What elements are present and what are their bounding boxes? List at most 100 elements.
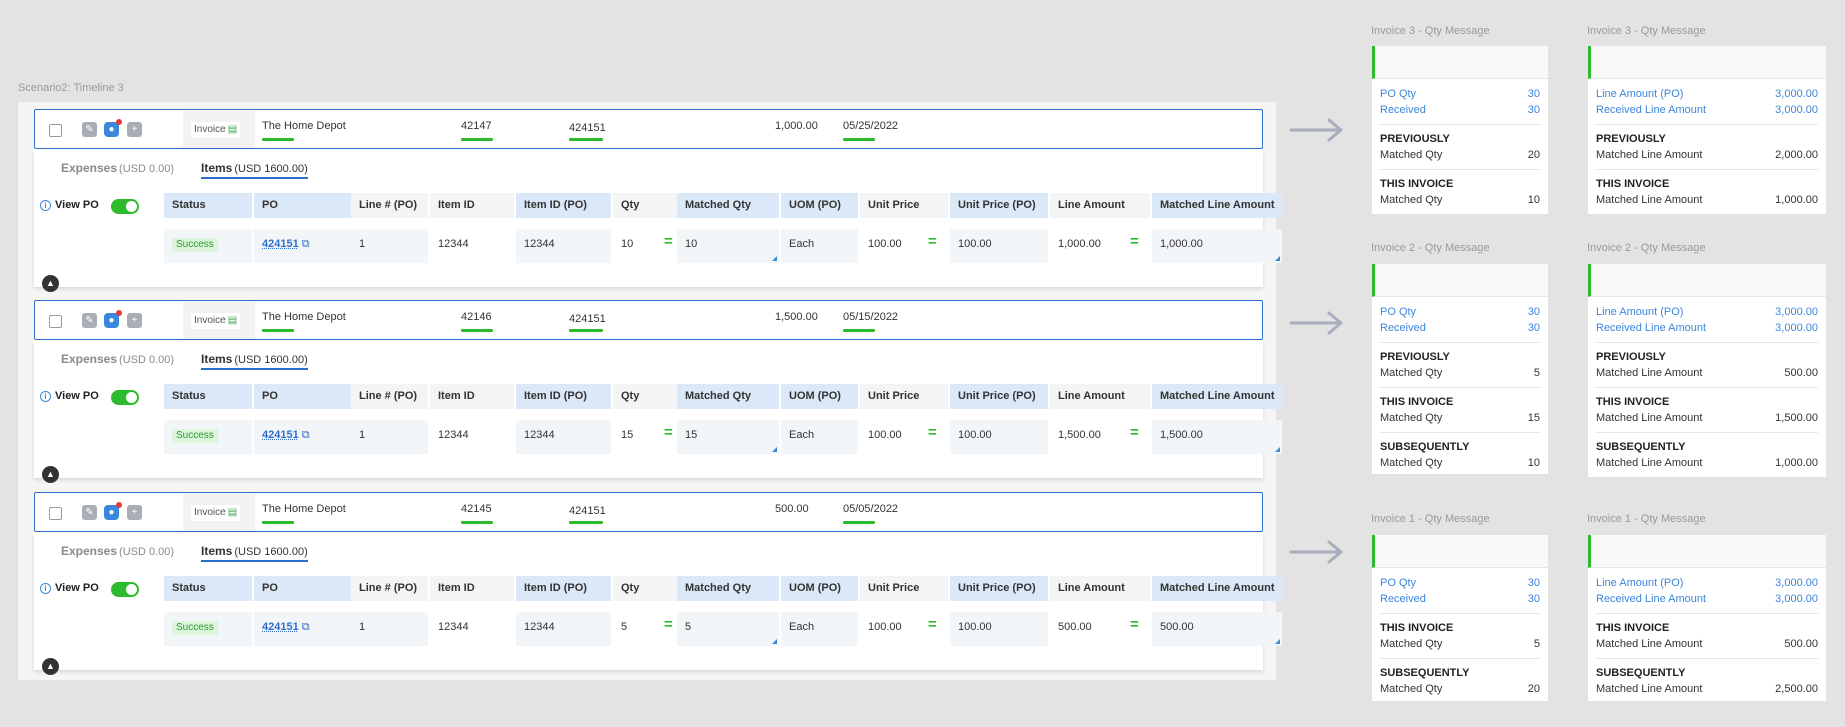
- toggle-knob: [126, 392, 137, 403]
- po-link[interactable]: 424151: [262, 621, 299, 633]
- invoice-po: 424151: [569, 313, 606, 325]
- message-icon[interactable]: ●: [104, 119, 122, 137]
- collapse-button[interactable]: ▲: [42, 658, 59, 675]
- column-header: Item ID: [430, 576, 514, 601]
- view-po-toggle[interactable]: [111, 390, 139, 405]
- tab-items[interactable]: Items (USD 1600.00): [201, 544, 308, 562]
- item-id-cell: 12344: [438, 621, 469, 633]
- row-checkbox[interactable]: [49, 315, 62, 328]
- add-icon[interactable]: +: [127, 122, 142, 137]
- message-line-label: Line Amount (PO): [1596, 306, 1684, 318]
- external-link-icon[interactable]: ⧉: [298, 429, 310, 441]
- row-checkbox[interactable]: [49, 507, 62, 520]
- po-underline: [569, 329, 603, 332]
- po-underline: [569, 521, 603, 524]
- invoice-row[interactable]: ✎ ● + Invoice ▤ The Home Depot 42145 424151 500.…: [34, 492, 1263, 532]
- message-line: Matched Line Amount 1,500.00: [1596, 410, 1818, 426]
- matched-qty-cell[interactable]: 15: [677, 420, 779, 454]
- view-po-label: View PO: [55, 390, 99, 402]
- notification-dot: [116, 119, 122, 125]
- message-line-label: Matched Line Amount: [1596, 367, 1703, 379]
- add-icon[interactable]: +: [127, 313, 142, 328]
- message-title: Invoice 1 - Qty Message: [1587, 513, 1706, 525]
- message-line-value: 500.00: [1784, 638, 1818, 650]
- message-title: Invoice 1 - Qty Message: [1371, 513, 1490, 525]
- po-link[interactable]: 424151: [262, 238, 299, 250]
- edit-icon[interactable]: ✎: [82, 505, 97, 520]
- tab-expenses-label: Expenses: [61, 161, 118, 175]
- tab-expenses-amount: (USD 0.00): [119, 546, 175, 558]
- tab-items[interactable]: Items (USD 1600.00): [201, 352, 308, 370]
- collapse-button[interactable]: ▲: [42, 466, 59, 483]
- matched-line-amount-cell[interactable]: 500.00: [1152, 612, 1282, 646]
- message-body: Line Amount (PO) 3,000.00 Received Line Am…: [1596, 575, 1818, 697]
- edit-icon[interactable]: ✎: [82, 313, 97, 328]
- tab-items-amount: (USD 1600.00): [234, 354, 308, 366]
- qty-cell: 15: [621, 429, 634, 441]
- external-link-icon[interactable]: ⧉: [298, 621, 310, 633]
- message-line-label: Matched Qty: [1380, 367, 1443, 379]
- edit-icon[interactable]: ✎: [82, 122, 97, 137]
- view-po-toggle[interactable]: [111, 582, 139, 597]
- matched-qty-cell[interactable]: 10: [677, 229, 779, 263]
- collapse-button[interactable]: ▲: [42, 275, 59, 292]
- message-line: Matched Qty 20: [1380, 681, 1540, 697]
- status-cell: Success: [164, 229, 252, 263]
- column-header: Status: [164, 384, 252, 409]
- column-header: Line # (PO): [351, 384, 428, 409]
- message-line-value: 30: [1527, 593, 1540, 605]
- message-line-value: 30: [1527, 88, 1540, 100]
- column-header: Status: [164, 193, 252, 218]
- number-underline: [461, 138, 493, 141]
- invoice-type: Invoice ▤: [183, 111, 255, 147]
- column-header: Status: [164, 576, 252, 601]
- message-line: Matched Line Amount 500.00: [1596, 365, 1818, 381]
- document-icon: ▤: [227, 315, 238, 326]
- status-cell: Success: [164, 420, 252, 454]
- message-header: [1372, 535, 1548, 568]
- message-body: Line Amount (PO) 3,000.00 Received Line Am…: [1596, 304, 1818, 471]
- message-line: Matched Qty 20: [1380, 147, 1540, 163]
- message-line: PO Qty 30: [1380, 575, 1540, 591]
- message-card: PO Qty 30 Received 30 THIS INVOICE Matched Qt…: [1371, 534, 1549, 702]
- message-icon[interactable]: ●: [104, 502, 122, 520]
- message-line-label: Matched Line Amount: [1596, 412, 1703, 424]
- message-line: Received 30: [1380, 320, 1540, 336]
- po-cell: 424151 ⧉: [254, 229, 351, 263]
- message-section: THIS INVOICE Matched Line Amount 500.00: [1596, 613, 1818, 652]
- message-line-label: Matched Qty: [1380, 457, 1443, 469]
- view-po: i View PO: [40, 193, 99, 218]
- tab-items[interactable]: Items (USD 1600.00): [201, 161, 308, 179]
- message-icon[interactable]: ●: [104, 310, 122, 328]
- message-line: Received Line Amount 3,000.00: [1596, 320, 1818, 336]
- external-link-icon[interactable]: ⧉: [298, 238, 310, 250]
- po-link[interactable]: 424151: [262, 429, 299, 441]
- row-checkbox[interactable]: [49, 124, 62, 137]
- invoice-panel: ✎ ● + Invoice ▤ The Home Depot 42147 424151 1,00…: [18, 102, 1282, 680]
- message-line-label: Received: [1380, 104, 1426, 116]
- message-line: Matched Line Amount 2,500.00: [1596, 681, 1818, 697]
- matched-line-amount-cell[interactable]: 1,000.00: [1152, 229, 1282, 263]
- column-header: Line Amount: [1050, 384, 1150, 409]
- matched-line-amount-cell[interactable]: 1,500.00: [1152, 420, 1282, 454]
- tab-expenses[interactable]: Expenses (USD 0.00): [61, 544, 174, 558]
- message-line-value: 10: [1527, 194, 1540, 206]
- tab-items-label: Items: [201, 544, 233, 558]
- message-line-value: 15: [1527, 412, 1540, 424]
- tab-expenses[interactable]: Expenses (USD 0.00): [61, 161, 174, 175]
- message-line-label: Received Line Amount: [1596, 593, 1707, 605]
- message-line-label: Matched Qty: [1380, 194, 1443, 206]
- invoice-row[interactable]: ✎ ● + Invoice ▤ The Home Depot 42146 424151 1,50…: [34, 300, 1263, 340]
- invoice-type-label: Invoice ▤: [191, 313, 241, 329]
- matched-qty-cell[interactable]: 5: [677, 612, 779, 646]
- message-header: [1372, 264, 1548, 297]
- add-icon[interactable]: +: [127, 505, 142, 520]
- column-header: Matched Qty: [677, 384, 779, 409]
- equals-sign: =: [928, 616, 937, 633]
- tab-expenses[interactable]: Expenses (USD 0.00): [61, 352, 174, 366]
- message-line: Matched Qty 5: [1380, 365, 1540, 381]
- invoice-row[interactable]: ✎ ● + Invoice ▤ The Home Depot 42147 424151 1,00…: [34, 109, 1263, 149]
- unit-price-po-cell: 100.00: [950, 229, 1048, 263]
- message-line-label: Received Line Amount: [1596, 104, 1707, 116]
- view-po-toggle[interactable]: [111, 199, 139, 214]
